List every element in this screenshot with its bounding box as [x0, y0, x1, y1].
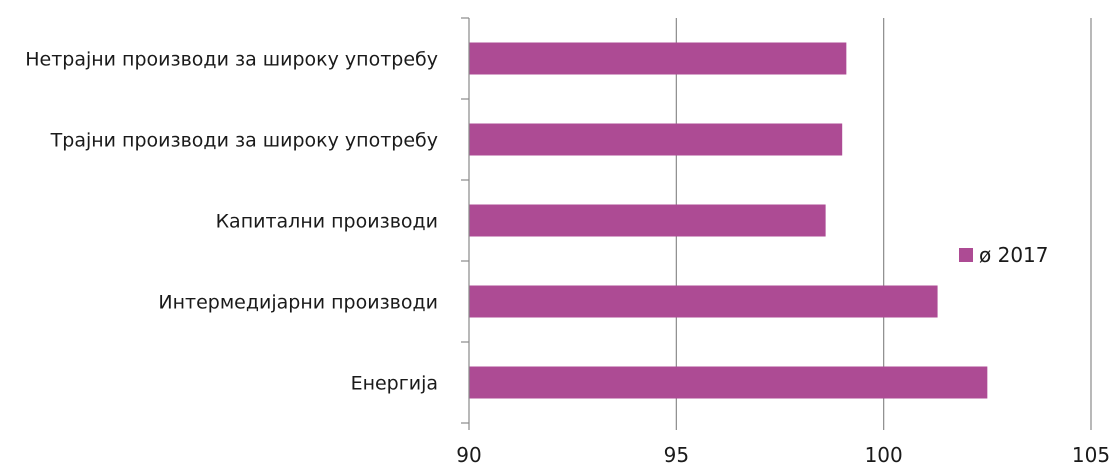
- category-labels: Нетрајни производи за широку употребу Тра…: [25, 49, 438, 395]
- category-label-3: Капитални производи: [216, 211, 438, 233]
- category-label-5: Енергија: [351, 373, 438, 395]
- bar-4: [469, 285, 938, 318]
- bar-3: [469, 204, 826, 237]
- x-tick-label-105: 105: [1072, 443, 1110, 467]
- bar-1: [469, 42, 847, 75]
- category-label-4: Интермедијарни производи: [158, 292, 438, 314]
- bars: [469, 42, 988, 399]
- bar-2: [469, 123, 843, 156]
- bar-5: [469, 366, 988, 399]
- category-label-2: Трајни производи за широку употребу: [50, 130, 438, 152]
- x-tick-labels: 90 95 100 105: [456, 443, 1110, 467]
- y-axis: [461, 17, 470, 430]
- legend-label: ø 2017: [979, 243, 1049, 267]
- legend: ø 2017: [959, 243, 1049, 267]
- x-tick-label-90: 90: [456, 443, 481, 467]
- x-tick-label-95: 95: [664, 443, 689, 467]
- category-label-1: Нетрајни производи за широку употребу: [25, 49, 438, 71]
- legend-swatch: [959, 248, 973, 262]
- x-tick-label-100: 100: [865, 443, 903, 467]
